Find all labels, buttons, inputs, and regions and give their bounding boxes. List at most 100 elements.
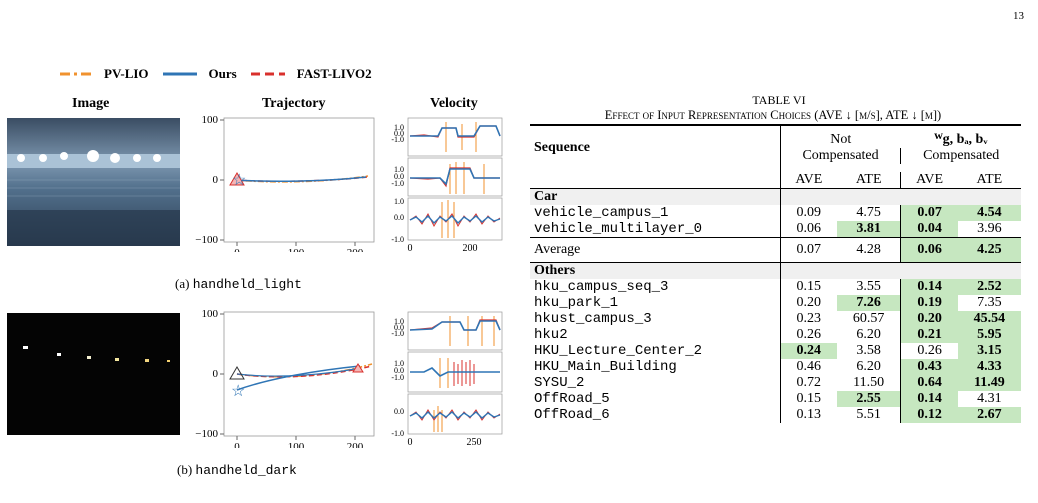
- average-row: Average 0.07 4.28 0.06 4.25: [530, 237, 1021, 263]
- vel-b1-ytick-2: -1.0: [391, 329, 404, 338]
- traj-a-xtick-0: 0: [234, 247, 240, 252]
- row-seq: hku_campus_seq_3: [530, 279, 781, 295]
- caption-b-prefix: (b): [177, 462, 193, 477]
- fastlivo2-line-swatch: [250, 72, 285, 76]
- cell-best: 2.67: [957, 407, 1021, 423]
- traj-b-xtick-2: 200: [347, 441, 364, 448]
- header-group1-line2: Compensated: [780, 148, 902, 164]
- legend-label-fastlivo2: FAST-LIVO2: [296, 66, 372, 81]
- vel-a1-ytick-0: 1.0: [394, 123, 404, 132]
- cell-best: 4.33: [957, 359, 1021, 375]
- table-row: hkust_campus_3 0.23 60.57 0.20 45.54: [530, 311, 1021, 327]
- cell: 0.26: [917, 343, 942, 358]
- page-number: 13: [1013, 10, 1024, 22]
- caption-a-name: handheld_light: [192, 277, 302, 292]
- vel-a3-ytick-1: 0.0: [394, 213, 404, 222]
- cell: 0.26: [796, 327, 822, 342]
- cell-best: 0.20: [900, 311, 958, 327]
- traj-a-ytick-2: −100: [195, 234, 218, 246]
- traj-b-ytick-2: −100: [195, 428, 218, 440]
- row-seq: hkust_campus_3: [530, 311, 781, 327]
- cell: 0.46: [796, 359, 822, 374]
- row-seq: HKU_Lecture_Center_2: [530, 343, 781, 359]
- traj-b-ours-return-path: [236, 367, 361, 377]
- cell: 0.72: [796, 375, 822, 390]
- traj-b-start-triangle: [229, 366, 245, 380]
- cell: 7.35: [977, 295, 1002, 310]
- row-seq: vehicle_campus_1: [530, 205, 781, 221]
- cell: 0.06: [796, 221, 822, 236]
- group-car-label: Car: [530, 188, 781, 205]
- cell-best: 4.25: [957, 237, 1021, 263]
- table-row: vehicle_campus_1 0.09 4.75 0.07 4.54: [530, 205, 1021, 221]
- traj-a-ours-path: [233, 176, 367, 182]
- legend-label-pvlio: PV-LIO: [104, 66, 149, 81]
- cell: 0.07: [796, 242, 822, 257]
- cell-best: 45.54: [957, 311, 1021, 327]
- vel-b2-ytick-2: -1.0: [391, 373, 404, 382]
- caption-a: (a) handheld_light: [175, 276, 302, 292]
- table-title: TABLE VI: [752, 93, 806, 107]
- caption-b-name: handheld_dark: [195, 463, 297, 478]
- traj-a-start-triangle: [229, 172, 245, 186]
- vel-a3-ytick-2: -1.0: [391, 235, 404, 244]
- pvlio-line-swatch: [60, 72, 92, 76]
- cell-best: 0.07: [900, 205, 958, 221]
- vel-b2-ytick-0: 1.0: [394, 359, 404, 368]
- traj-a-start-star: ☆: [232, 172, 246, 189]
- camera-image-handheld-light: [7, 118, 180, 246]
- traj-b-start-star: ☆: [231, 383, 245, 400]
- row-seq: SYSU_2: [530, 375, 781, 391]
- table-row: SYSU_2 0.72 11.50 0.64 11.49: [530, 375, 1021, 391]
- row-seq: hku_park_1: [530, 295, 781, 311]
- cell-best: 7.26: [836, 295, 902, 311]
- vel-a3-ytick-0: 1.0: [394, 197, 404, 206]
- cell: 3.96: [977, 221, 1002, 236]
- average-label: Average: [530, 237, 781, 263]
- traj-a-xtick-2: 200: [347, 247, 364, 252]
- cell: 3.58: [836, 343, 902, 359]
- cell-best: 11.49: [957, 375, 1021, 391]
- vel-b1-ytick-1: 0.0: [394, 323, 404, 332]
- cell-best: 0.06: [900, 237, 958, 263]
- col-ate-2: ATE: [976, 172, 1003, 187]
- cell-best: 3.81: [836, 221, 902, 238]
- cell-best: 2.55: [836, 391, 902, 407]
- header-group1-line1: Not: [830, 132, 852, 147]
- velocity-plot-b: 1.0 0.0 -1.0 1.0 0.0 -1.0 0.0 -1.0 0 250: [391, 311, 503, 448]
- cell-best: 0.12: [900, 407, 958, 423]
- cell: 0.15: [796, 391, 822, 406]
- cell: 4.75: [836, 205, 902, 221]
- cell: 4.31: [977, 391, 1002, 406]
- cell: 60.57: [836, 311, 902, 327]
- cell: 0.09: [796, 205, 822, 220]
- caption-b: (b) handheld_dark: [177, 462, 297, 478]
- vel-a-xtick-1: 200: [463, 243, 478, 254]
- table-row: vehicle_multilayer_0 0.06 3.81 0.04 3.96: [530, 221, 1021, 238]
- cell-best: 0.24: [780, 343, 837, 359]
- col-ave-1: AVE: [795, 172, 823, 187]
- col-ate-1: ATE: [836, 172, 902, 189]
- table-row: OffRoad_5 0.15 2.55 0.14 4.31: [530, 391, 1021, 407]
- velocity-plot-a: 1.0 0.0 -1.0 1.0 0.0 -1.0 1.0 0.0 -1.0 0…: [391, 117, 503, 254]
- traj-b-xtick-0: 0: [234, 441, 240, 448]
- cell: 11.50: [836, 375, 902, 391]
- group-others-label: Others: [530, 262, 781, 279]
- cell-best: 2.52: [957, 279, 1021, 295]
- table-row: OffRoad_6 0.13 5.51 0.12 2.67: [530, 407, 1021, 423]
- vel-b2-ytick-1: 0.0: [394, 366, 404, 375]
- cell: 0.23: [796, 311, 822, 326]
- trajectory-plot-b: 100 0 −100 0 100 200 ☆: [195, 308, 375, 448]
- vel-b3-ytick-2: -1.0: [391, 429, 404, 438]
- traj-b-ours-path: [236, 365, 361, 391]
- table-row: HKU_Main_Building 0.46 6.20 0.43 4.33: [530, 359, 1021, 375]
- table-row: hku2 0.26 6.20 0.21 5.95: [530, 327, 1021, 343]
- column-header-velocity: Velocity: [430, 96, 478, 111]
- ours-line-swatch: [162, 72, 197, 76]
- column-header-trajectory: Trajectory: [262, 96, 326, 111]
- traj-a-ytick-1: 0: [213, 174, 219, 186]
- vel-a2-ytick-0: 1.0: [394, 165, 404, 174]
- cell-best: 0.14: [900, 391, 958, 407]
- cell: 3.55: [836, 279, 902, 295]
- caption-a-prefix: (a): [175, 276, 190, 291]
